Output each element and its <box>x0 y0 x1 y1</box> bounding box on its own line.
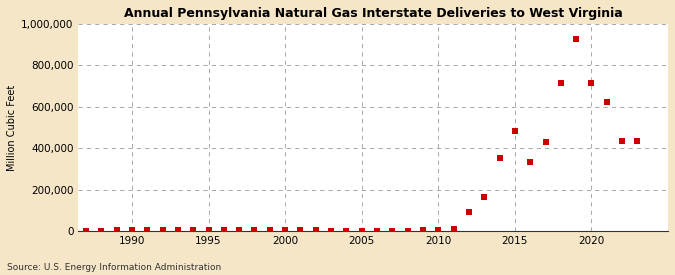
Point <box>387 229 398 233</box>
Point <box>203 227 214 232</box>
Point <box>80 228 91 233</box>
Point <box>556 81 566 85</box>
Point <box>586 81 597 85</box>
Point <box>142 228 153 232</box>
Point <box>617 139 628 143</box>
Y-axis label: Million Cubic Feet: Million Cubic Feet <box>7 84 17 171</box>
Point <box>310 228 321 233</box>
Point <box>249 227 260 232</box>
Point <box>325 228 336 233</box>
Point <box>126 228 137 232</box>
Point <box>448 227 459 231</box>
Point <box>571 37 582 42</box>
Point <box>433 227 443 232</box>
Point <box>601 100 612 104</box>
Point <box>157 228 168 232</box>
Point <box>464 209 475 214</box>
Point <box>279 227 290 232</box>
Point <box>234 227 244 232</box>
Point <box>510 128 520 133</box>
Point <box>219 227 230 232</box>
Text: Source: U.S. Energy Information Administration: Source: U.S. Energy Information Administ… <box>7 263 221 272</box>
Point <box>632 139 643 143</box>
Point <box>96 228 107 233</box>
Point <box>356 229 367 233</box>
Point <box>265 227 275 232</box>
Point <box>524 160 535 164</box>
Point <box>494 155 505 160</box>
Point <box>173 227 184 232</box>
Point <box>540 140 551 144</box>
Point <box>295 227 306 232</box>
Title: Annual Pennsylvania Natural Gas Interstate Deliveries to West Virginia: Annual Pennsylvania Natural Gas Intersta… <box>124 7 622 20</box>
Point <box>402 229 413 233</box>
Point <box>111 228 122 233</box>
Point <box>188 227 198 232</box>
Point <box>418 228 429 233</box>
Point <box>341 228 352 233</box>
Point <box>372 229 383 233</box>
Point <box>479 195 489 199</box>
